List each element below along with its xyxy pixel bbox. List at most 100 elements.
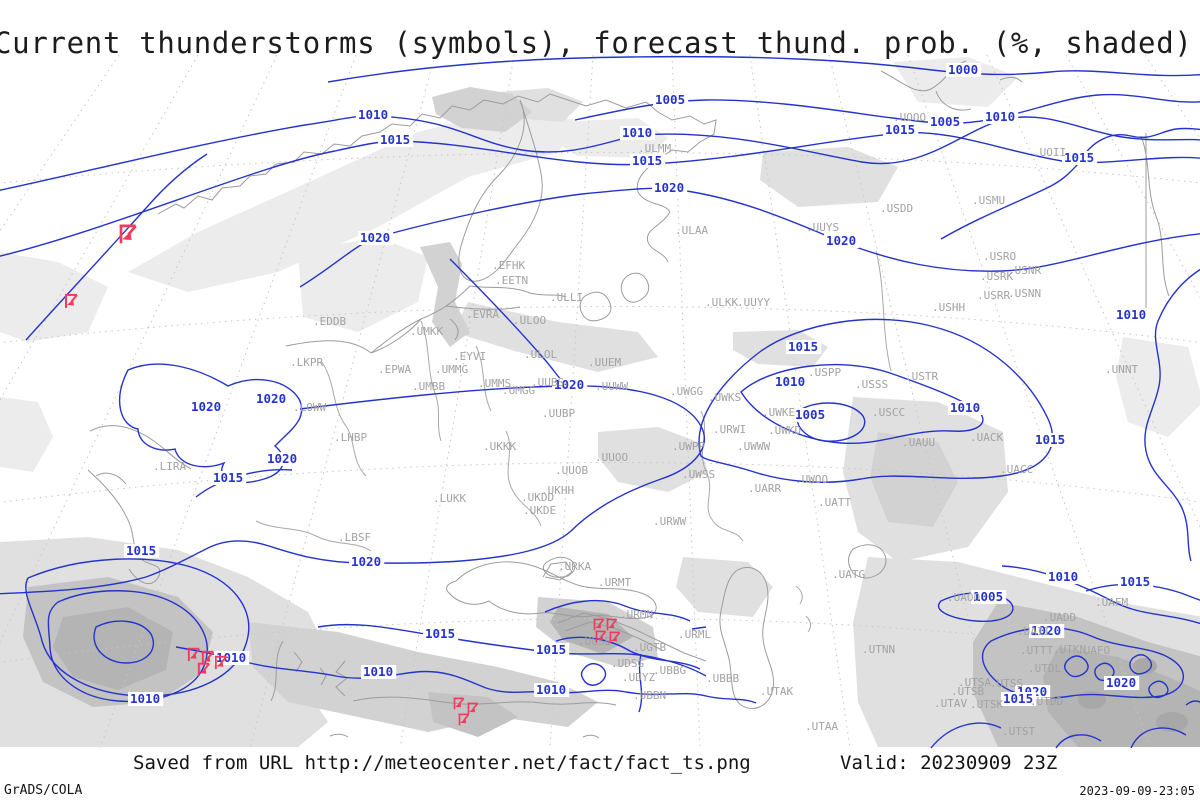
isobar-labels: 1000 1005 1005 1010 1010 1010 1015 1015 1015 1015…	[124, 62, 1154, 706]
isobar-label: 1020	[1106, 675, 1136, 690]
isobar-label-bg	[946, 63, 982, 77]
isobar-label: 1010	[622, 125, 652, 140]
isobar-label: 1020	[554, 377, 584, 392]
isobar-label-bg	[124, 544, 160, 558]
isobar-label: 1015	[213, 470, 243, 485]
isobar-label: 1010	[950, 400, 980, 415]
valid-time-text: Valid: 20230909 23Z	[840, 752, 1058, 774]
isobar-label-bg	[824, 234, 860, 248]
station-label: .USTR	[905, 370, 938, 383]
isobar-label: 1010	[358, 107, 388, 122]
station-label: .UAUU	[902, 436, 935, 449]
isobar-label: 1015	[1064, 150, 1094, 165]
isobar-label-bg	[948, 401, 984, 415]
station-label: .UTST	[1002, 725, 1035, 738]
station-label: .UAOO	[947, 591, 980, 604]
station-label: .UTSB	[951, 685, 984, 698]
station-label: .UACK	[970, 431, 1003, 444]
isobar-label-bg	[983, 110, 1019, 124]
station-label: .USRR	[977, 289, 1010, 302]
isobar-label: 1005	[795, 407, 825, 422]
station-label: .UMGG	[502, 384, 535, 397]
isobar-label: 1020	[360, 230, 390, 245]
isobar-label-bg	[630, 154, 666, 168]
station-label: .USRK	[980, 270, 1013, 283]
isobar-label-bg	[1114, 308, 1150, 322]
isobar-label: 1015	[632, 153, 662, 168]
station-label: .ULAA	[675, 224, 708, 237]
station-label: .UMMG	[435, 363, 468, 376]
isobar-label: 1015	[536, 642, 566, 657]
station-label: .EYVI	[453, 350, 486, 363]
station-label: .URWW	[653, 515, 686, 528]
isobar-label-bg	[1046, 570, 1082, 584]
isobar-label-bg	[883, 123, 919, 137]
station-label: .UUYS	[806, 221, 839, 234]
station-label: .LBSF	[338, 531, 371, 544]
isobar-label-bg	[786, 340, 822, 354]
page-title: Current thunderstorms (symbols), forecas…	[0, 26, 1193, 60]
station-label: .LHBP	[334, 431, 367, 444]
isobar-label-bg	[349, 555, 385, 569]
isobar-label: 1010	[775, 374, 805, 389]
isobar-label: 1015	[1035, 432, 1065, 447]
station-label: .LIRA	[153, 460, 186, 473]
station-label: .URML	[678, 628, 711, 641]
station-label: .EVRA	[466, 308, 499, 321]
isobar-label: 1015	[1003, 691, 1033, 706]
station-label: .LOWW	[293, 401, 326, 414]
station-label: .UBBG	[653, 664, 686, 677]
station-label: .UTNN	[862, 643, 895, 656]
isobar-label-bg	[653, 93, 689, 107]
station-label: .UUEM	[588, 356, 621, 369]
isobar-label: 1010	[985, 109, 1015, 124]
isobar-label-bg	[1033, 433, 1069, 447]
station-label: .UUBP	[542, 407, 575, 420]
station-label: .ULKK	[705, 296, 738, 309]
isobar-label: 1010	[130, 691, 160, 706]
station-label: .UWPP	[672, 440, 705, 453]
isobar-label-bg	[358, 231, 394, 245]
graticule-grid	[0, 54, 1200, 749]
station-label: .UWOO	[795, 473, 828, 486]
station-label: .USHH	[932, 301, 965, 314]
station-label: .UAFM	[1095, 596, 1128, 609]
isobar-label: 1015	[425, 626, 455, 641]
station-label: .UKHH	[541, 484, 574, 497]
station-label: .UMKK	[410, 325, 443, 338]
station-label: .UTDD	[1030, 695, 1063, 708]
station-label: .ULOO	[513, 314, 546, 327]
station-label: .UWKD	[768, 424, 801, 437]
station-label: .LUKK	[433, 492, 466, 505]
isobar-label-bg	[128, 692, 164, 706]
station-label: .URMT	[598, 576, 631, 589]
isobar-label: 1000	[948, 62, 978, 77]
station-label: .UOII	[1033, 146, 1066, 159]
station-label: .UADD	[1043, 611, 1076, 624]
station-label: .UATG	[832, 568, 865, 581]
isobar-label: 1015	[788, 339, 818, 354]
isobar-label: 1020	[654, 180, 684, 195]
station-label: .UBBB	[706, 672, 739, 685]
isobar-label-bg	[1029, 624, 1065, 638]
isobar-label: 1005	[655, 92, 685, 107]
isobar-label-bg	[189, 400, 225, 414]
isobar-label-bg	[1062, 151, 1098, 165]
station-label: .UKDE	[523, 504, 556, 517]
station-label: .UDYZ	[622, 671, 655, 684]
isobar-label-bg	[773, 375, 809, 389]
isobar-label-bg	[534, 683, 570, 697]
isobar-label: 1020	[1031, 623, 1061, 638]
isobar-label: 1015	[885, 122, 915, 137]
isobar-label-bg	[254, 392, 290, 406]
station-label: .USDD	[880, 202, 913, 215]
station-label: .USCC	[872, 406, 905, 419]
station-labels: .ULMM .ULAA .UUYS .UOOO .USDD .USMU .UOII .EFHK…	[153, 111, 1138, 738]
station-label: .UGTB	[633, 641, 666, 654]
station-label: .UBBN	[633, 689, 666, 702]
station-label: .UWWW	[737, 440, 770, 453]
station-label: .UTAA	[805, 720, 838, 733]
station-label: .USNR	[1008, 264, 1041, 277]
station-label: .UWKS	[708, 391, 741, 404]
station-label: .UTSS	[990, 677, 1023, 690]
